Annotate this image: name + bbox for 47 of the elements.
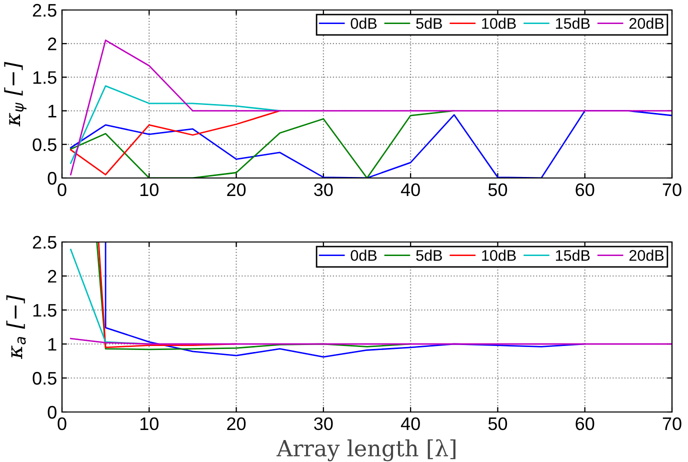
x-tick-label: 30	[314, 183, 333, 196]
y-tick-label: 1.5	[33, 71, 56, 84]
x-tick-label: 10	[140, 183, 158, 196]
x-tick-label: 20	[227, 417, 246, 430]
legend-label: 0dB	[350, 250, 377, 261]
x-tick-label: 40	[400, 183, 420, 196]
y-axis-title: κ$_{ψ}$ [−]	[4, 62, 26, 126]
y-tick-label: 2.5	[32, 4, 56, 17]
legend-label: 20dB	[629, 250, 664, 261]
line-series	[98, 242, 237, 348]
y-tick-label: 2	[48, 38, 56, 50]
legend-label: 15dB	[556, 18, 590, 29]
line-series	[70, 110, 672, 178]
y-tick-label: 0.5	[32, 372, 56, 385]
legend-label: 20dB	[629, 18, 664, 29]
y-tick-label: 0	[48, 406, 56, 419]
x-tick-label: 30	[314, 417, 333, 430]
y-tick-label: 2.5	[32, 236, 56, 249]
x-tick-label: 20	[227, 183, 246, 196]
legend-label: 10dB	[482, 250, 516, 261]
x-tick-label: 40	[400, 417, 420, 430]
x-tick-label: 60	[576, 183, 594, 196]
x-tick-label: 10	[140, 417, 158, 430]
legend-label: 0dB	[350, 18, 377, 29]
y-tick-label: 0	[48, 172, 56, 185]
y-tick-label: 2	[48, 270, 56, 283]
x-tick-label: 0	[58, 183, 66, 196]
legend-label: 10dB	[482, 18, 516, 29]
legend-label: 15dB	[556, 250, 590, 261]
x-tick-label: 50	[488, 417, 508, 430]
line-series	[70, 110, 455, 178]
x-tick-label: 0	[58, 417, 66, 430]
x-tick-label: 60	[576, 417, 594, 430]
y-tick-label: 0.5	[32, 138, 56, 152]
y-tick-label: 1	[48, 104, 56, 118]
line-series	[70, 40, 672, 176]
line-series	[96, 242, 412, 350]
x-axis-title: Array length [λ]	[276, 439, 456, 462]
x-tick-label: 70	[662, 183, 682, 196]
legend-label: 5dB	[416, 18, 442, 29]
legend-label: 5dB	[416, 250, 442, 261]
x-tick-label: 50	[488, 183, 508, 196]
y-tick-label: 1.5	[33, 304, 56, 317]
line-series	[70, 110, 281, 176]
y-axis-title: κ$_{a}$ [−]	[6, 295, 26, 360]
x-tick-label: 70	[662, 417, 682, 430]
y-tick-label: 1	[48, 338, 56, 351]
